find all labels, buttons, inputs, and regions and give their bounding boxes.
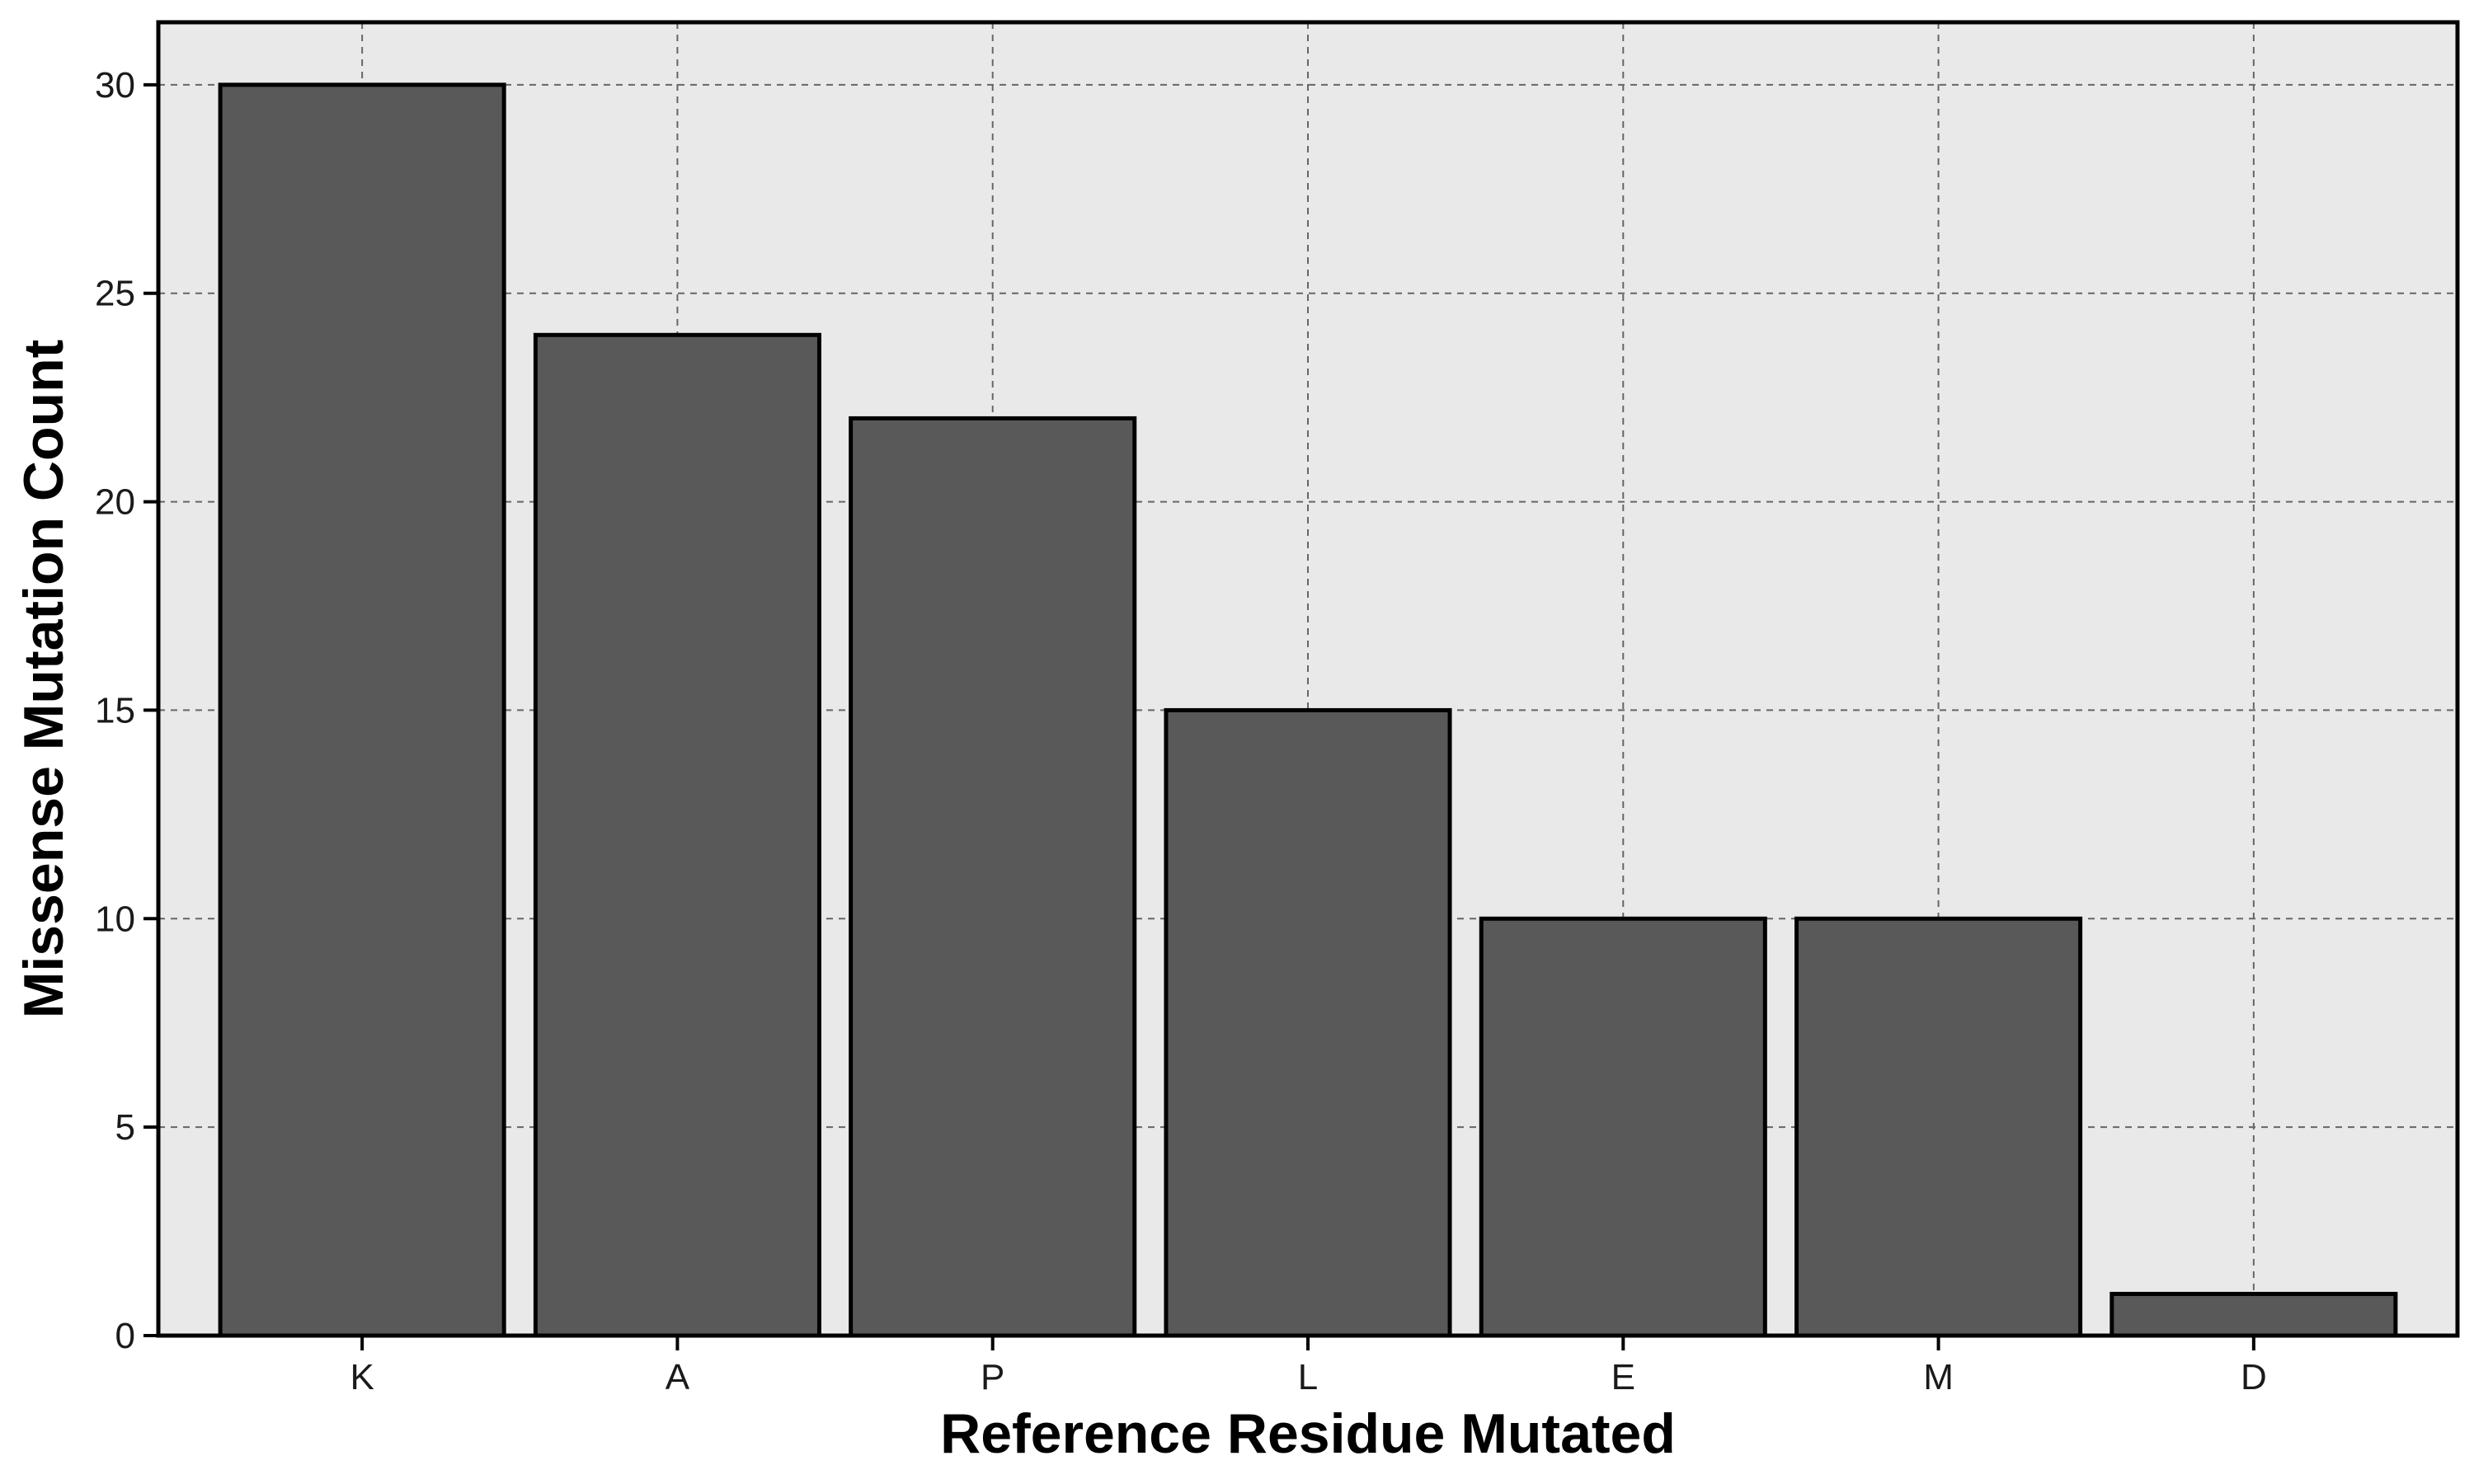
y-tick-label: 10 xyxy=(95,899,135,939)
bar-P xyxy=(849,416,1137,1338)
y-axis-ticks: 0 5 10 15 20 25 30 xyxy=(95,65,158,1356)
x-tick-label: P xyxy=(981,1357,1004,1397)
bar-L xyxy=(1164,707,1452,1338)
y-tick-label: 20 xyxy=(95,482,135,523)
x-tick-label: A xyxy=(666,1357,690,1397)
x-tick-label: L xyxy=(1298,1357,1318,1397)
y-tick-label: 0 xyxy=(115,1316,135,1356)
bar-K xyxy=(218,82,506,1338)
bar-D xyxy=(2109,1291,2398,1338)
y-axis-title: Missense Mutation Count xyxy=(12,340,75,1019)
x-tick-label: K xyxy=(350,1357,374,1397)
bar-A xyxy=(533,332,821,1338)
bar-M xyxy=(1794,916,2083,1338)
x-tick-label: E xyxy=(1611,1357,1635,1397)
y-tick-label: 15 xyxy=(95,690,135,730)
y-tick-label: 30 xyxy=(95,65,135,106)
x-tick-label: M xyxy=(1923,1357,1954,1397)
bar-E xyxy=(1479,916,1767,1338)
x-tick-label: D xyxy=(2241,1357,2267,1397)
y-tick-label: 25 xyxy=(95,274,135,314)
x-axis-title: Reference Residue Mutated xyxy=(940,1402,1676,1465)
y-tick-label: 5 xyxy=(115,1107,135,1148)
bars xyxy=(218,82,2398,1338)
